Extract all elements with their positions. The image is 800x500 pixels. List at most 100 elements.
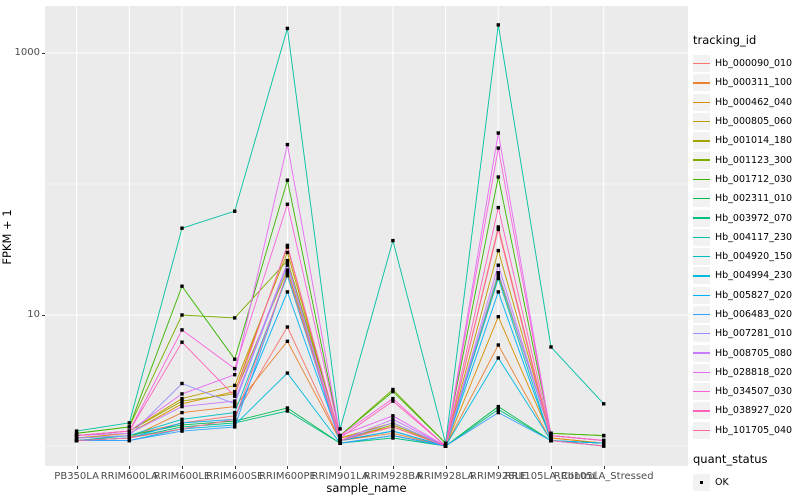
data-point xyxy=(127,436,131,440)
legend-item-label: Hb_000311_100 xyxy=(715,77,793,89)
legend-key-line-icon xyxy=(693,74,710,92)
legend-item-Hb_001712_030[interactable]: Hb_001712_030 xyxy=(693,170,799,189)
data-point xyxy=(285,263,290,267)
x-tick-mark xyxy=(498,466,500,469)
data-point xyxy=(233,421,237,425)
chart-canvas xyxy=(45,6,688,466)
data-point xyxy=(180,396,184,401)
data-point xyxy=(602,402,606,406)
legend-key-line-icon xyxy=(693,93,710,111)
data-point xyxy=(285,409,290,413)
legend-item-Hb_000805_060[interactable]: Hb_000805_060 xyxy=(693,112,799,131)
data-point xyxy=(180,427,184,431)
y-tick-label: 10 xyxy=(27,309,40,320)
data-point xyxy=(233,316,237,320)
data-point xyxy=(496,276,500,281)
ok-point-key-icon xyxy=(693,474,710,492)
y-axis-title: FPKM + 1 xyxy=(0,209,14,265)
x-tick-mark xyxy=(603,466,605,469)
legend-item-label: Hb_001712_030 xyxy=(715,173,793,185)
data-point xyxy=(391,421,395,425)
data-point xyxy=(233,366,237,371)
legend-key-line-icon xyxy=(693,228,710,246)
legend-item-Hb_000462_040[interactable]: Hb_000462_040 xyxy=(693,93,799,112)
legend-entries: Hb_000090_010 Hb_000311_100 Hb_000462_040 H… xyxy=(693,54,799,440)
legend-item-Hb_038927_020[interactable]: Hb_038927_020 xyxy=(693,401,799,420)
data-point xyxy=(496,273,500,278)
legend-item-Hb_006483_020[interactable]: Hb_006483_020 xyxy=(693,305,799,324)
x-tick-label: RRIM928BA xyxy=(363,471,422,482)
data-point xyxy=(549,436,553,440)
x-tick-label: RRIM901LA xyxy=(311,471,369,482)
legend-item-label: Hb_008705_080 xyxy=(715,347,793,359)
data-point xyxy=(391,423,395,427)
legend-item-label: Hb_028818_020 xyxy=(715,366,793,378)
data-point xyxy=(496,131,500,135)
legend-key-line-icon xyxy=(693,344,710,362)
legend-item-label: Hb_038927_020 xyxy=(715,405,793,417)
data-point xyxy=(180,313,184,317)
legend-item-Hb_028818_020[interactable]: Hb_028818_020 xyxy=(693,363,799,382)
data-point xyxy=(391,238,395,243)
data-point xyxy=(285,142,290,147)
legend-item-Hb_101705_040[interactable]: Hb_101705_040 xyxy=(693,421,799,440)
data-point xyxy=(233,399,237,403)
data-point xyxy=(233,394,237,398)
data-point xyxy=(180,423,184,427)
data-point xyxy=(602,433,606,438)
data-point xyxy=(496,23,500,27)
legend-item-Hb_005827_020[interactable]: Hb_005827_020 xyxy=(693,286,799,305)
data-point xyxy=(285,258,290,263)
data-point xyxy=(233,414,237,418)
legend-item-Hb_004117_230[interactable]: Hb_004117_230 xyxy=(693,228,799,247)
legend-item-label: Hb_001123_300 xyxy=(715,154,793,166)
legend-key-line-icon xyxy=(693,286,710,304)
legend-item-Hb_000090_010[interactable]: Hb_000090_010 xyxy=(693,54,799,73)
data-point xyxy=(496,407,500,412)
data-point xyxy=(180,410,184,415)
legend-item-Hb_001123_300[interactable]: Hb_001123_300 xyxy=(693,150,799,169)
legend-item-Hb_004994_230[interactable]: Hb_004994_230 xyxy=(693,266,799,285)
x-tick-mark xyxy=(340,466,342,469)
data-point xyxy=(180,226,184,230)
legend-item-Hb_002311_010[interactable]: Hb_002311_010 xyxy=(693,189,799,208)
legend-item-label: Hb_007281_010 xyxy=(715,328,793,340)
legend-item-Hb_003972_070[interactable]: Hb_003972_070 xyxy=(693,208,799,227)
legend-key-line-icon xyxy=(693,209,710,227)
data-point xyxy=(443,444,448,448)
data-point xyxy=(496,205,500,210)
data-point xyxy=(391,417,395,421)
legend-item-label: Hb_034507_030 xyxy=(715,386,793,398)
data-point xyxy=(549,345,553,349)
legend: tracking_id Hb_000090_010 Hb_000311_100 Hb… xyxy=(693,33,799,492)
quant-status-legend: quant_status OK xyxy=(693,452,799,492)
legend-item-Hb_007281_010[interactable]: Hb_007281_010 xyxy=(693,324,799,343)
data-point xyxy=(74,429,79,433)
data-point xyxy=(180,417,184,421)
data-point xyxy=(338,436,342,440)
data-point xyxy=(180,404,184,409)
legend-item-label: Hb_003972_070 xyxy=(715,212,793,224)
data-point xyxy=(338,427,342,431)
data-point xyxy=(74,431,79,435)
legend-item-label: Hb_001014_180 xyxy=(715,135,793,147)
data-point xyxy=(496,227,500,232)
x-tick-mark xyxy=(182,466,184,469)
legend-item-Hb_034507_030[interactable]: Hb_034507_030 xyxy=(693,382,799,401)
legend-item-Hb_004920_150[interactable]: Hb_004920_150 xyxy=(693,247,799,266)
legend-item-Hb_000311_100[interactable]: Hb_000311_100 xyxy=(693,73,799,92)
data-point xyxy=(602,441,606,445)
data-point xyxy=(549,433,553,438)
x-tick-label: RRIM600LA xyxy=(100,471,158,482)
legend-key-line-icon xyxy=(693,55,710,73)
legend-item-label: Hb_000462_040 xyxy=(715,96,793,108)
legend-item-Hb_001014_180[interactable]: Hb_001014_180 xyxy=(693,131,799,150)
legend-item-ok[interactable]: OK xyxy=(693,473,799,492)
data-point xyxy=(391,389,395,394)
data-point xyxy=(233,373,237,377)
legend-item-Hb_008705_080[interactable]: Hb_008705_080 xyxy=(693,343,799,362)
data-point xyxy=(74,438,79,443)
data-point xyxy=(602,438,606,443)
data-point xyxy=(180,328,184,332)
